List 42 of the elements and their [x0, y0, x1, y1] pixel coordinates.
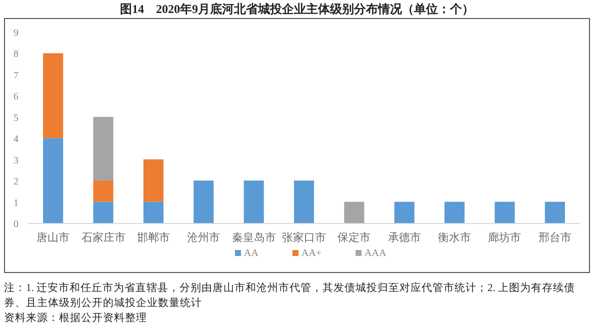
x-tick-label: 张家口市: [282, 231, 326, 244]
y-tick-label: 2: [14, 176, 18, 188]
bar: [344, 202, 364, 223]
bar: [143, 202, 164, 223]
y-tick-label: 5: [14, 112, 18, 124]
bar: [93, 116, 114, 181]
x-tick-label: 石家庄市: [81, 231, 126, 244]
bar: [93, 180, 114, 202]
x-tick-label: 秦皇岛市: [232, 231, 276, 244]
text: 注：1. 迁安市和任丘市为省直辖县，分别由唐山市和沧州市代管，其发债城投归至对应代管市统计；2. 上图为有存续债券、且主体级别公开的城投企业数量统计: [4, 281, 576, 311]
bar: [244, 180, 264, 223]
chart-title: 图14 2020年9月底河北省城投企业主体级别分布情况（单位：个）: [119, 1, 475, 18]
legend-label: AA: [244, 248, 260, 259]
bar: [294, 180, 314, 223]
x-tick-label: 承德市: [388, 231, 421, 244]
bar: [43, 138, 64, 223]
legend-label: AA+: [301, 248, 322, 259]
y-tick-label: 7: [14, 70, 18, 82]
y-tick-label: 1: [14, 198, 18, 209]
y-tick-label: 8: [14, 49, 18, 60]
bar: [143, 159, 164, 202]
y-tick-label: 3: [14, 155, 18, 166]
x-tick-label: 沧州市: [187, 231, 220, 244]
x-tick-label: 廊坊市: [488, 231, 522, 244]
x-tick-label: 邯郸市: [136, 231, 170, 244]
x-tick-label: 唐山市: [36, 231, 70, 244]
bar: [494, 202, 515, 223]
x-tick-label: 衡水市: [438, 231, 472, 244]
x-tick-label: 保定市: [338, 231, 371, 244]
x-tick-label: 邢台市: [538, 231, 572, 244]
bar: [544, 202, 565, 223]
y-tick-label: 0: [14, 219, 18, 230]
bar: [444, 202, 465, 223]
bar: [194, 180, 214, 223]
bar: [43, 53, 64, 138]
y-tick-label: 9: [14, 28, 18, 39]
y-tick-label: 6: [14, 92, 18, 103]
legend-label: AAA: [364, 248, 387, 259]
bar: [93, 202, 114, 223]
bar: [394, 202, 414, 223]
y-tick-label: 4: [14, 134, 18, 146]
text: 资料来源：根据公开资料整理: [4, 311, 148, 326]
